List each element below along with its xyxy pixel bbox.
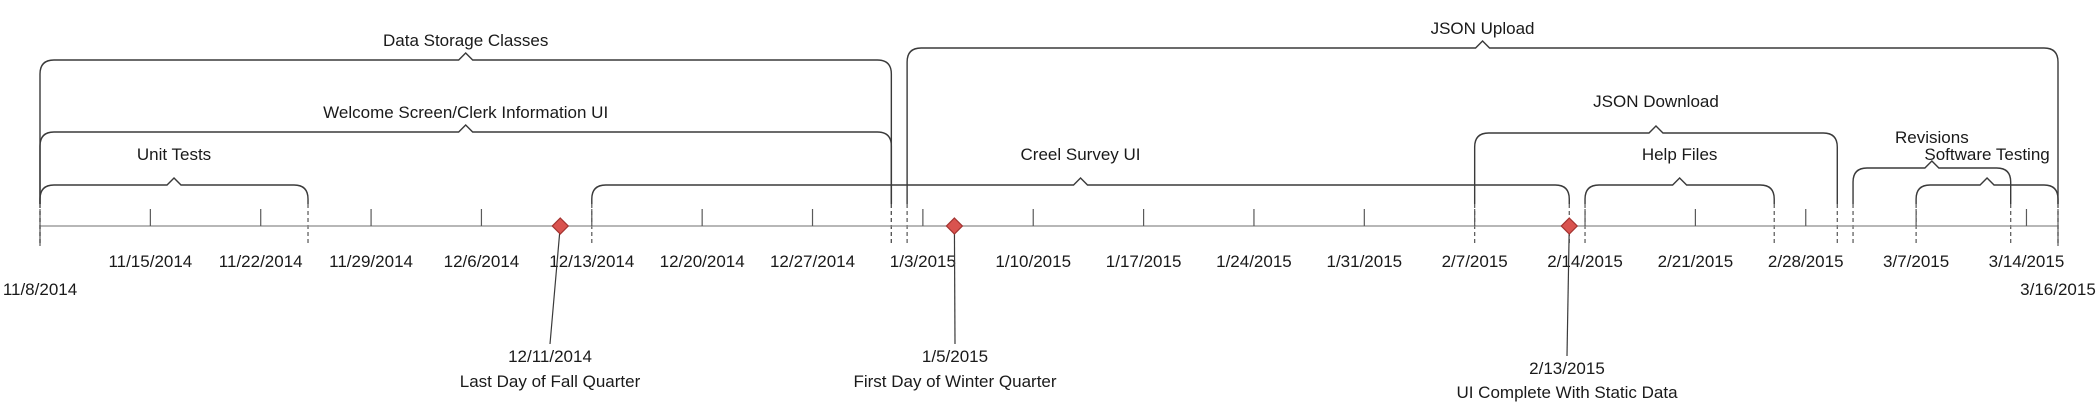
task-bracket [1915, 177, 2059, 204]
date-tick-label: 1/10/2015 [995, 252, 1071, 271]
milestone-diamond [945, 217, 964, 235]
date-tick-label: 12/6/2014 [444, 252, 520, 271]
task-label: Welcome Screen/Clerk Information UI [323, 103, 608, 122]
milestone-diamond [1560, 217, 1579, 235]
date-tick-label: 2/14/2015 [1547, 252, 1623, 271]
milestone-diamond [551, 217, 570, 235]
date-tick-label: 2/7/2015 [1442, 252, 1508, 271]
milestone-callout-line [1566, 225, 1570, 357]
task-bracket [1584, 177, 1775, 204]
date-tick-label: 11/15/2014 [108, 252, 192, 271]
task-bracket [1473, 125, 1838, 204]
milestone-date: 2/13/2015 [1529, 359, 1605, 378]
task-bracket [591, 177, 1570, 204]
task-bracket [39, 124, 893, 204]
date-tick-label: 1/17/2015 [1106, 252, 1182, 271]
task-bracket [39, 52, 893, 204]
date-tick-label: 3/14/2015 [1989, 252, 2065, 271]
milestone-title: Last Day of Fall Quarter [460, 372, 641, 391]
date-tick-label: 3/7/2015 [1883, 252, 1949, 271]
milestone-title: First Day of Winter Quarter [853, 372, 1056, 391]
task-brackets: Data Storage Classes Welcome Screen/Clerk… [39, 19, 2059, 246]
milestone-date: 12/11/2014 [508, 347, 592, 366]
date-tick-label: 12/13/2014 [549, 252, 634, 271]
task-label: Creel Survey UI [1021, 145, 1141, 164]
task-bracket [906, 40, 2059, 204]
end-date-label: 3/16/2015 [2020, 280, 2096, 299]
date-tick-label: 2/28/2015 [1768, 252, 1844, 271]
task-label: Revisions [1895, 128, 1969, 147]
date-tick-label: 11/22/2014 [219, 252, 303, 271]
milestones: 12/11/2014 Last Day of Fall Quarter 1/5/20… [460, 217, 1678, 402]
milestone-callout-line [953, 225, 956, 345]
milestone-title: UI Complete With Static Data [1456, 383, 1678, 402]
date-tick-label: 12/20/2014 [660, 252, 745, 271]
date-tick-label: 2/21/2015 [1658, 252, 1734, 271]
task-label: Unit Tests [137, 145, 211, 164]
date-tick-label: 12/27/2014 [770, 252, 855, 271]
date-tick-label: 11/29/2014 [329, 252, 413, 271]
date-tick-label: 1/31/2015 [1326, 252, 1402, 271]
task-bracket [1852, 160, 2012, 204]
task-label: Data Storage Classes [383, 31, 548, 50]
milestone-date: 1/5/2015 [922, 347, 988, 366]
date-ticks: 11/15/2014 11/22/2014 11/29/2014 12/6/2014 1… [39, 209, 2065, 271]
task-bracket [39, 177, 309, 204]
date-tick-label: 1/24/2015 [1216, 252, 1292, 271]
date-tick-label: 1/3/2015 [890, 252, 956, 271]
milestone-callout-line [549, 225, 561, 345]
task-label: Software Testing [1924, 145, 2049, 164]
task-label: Help Files [1642, 145, 1718, 164]
task-label: JSON Upload [1431, 19, 1535, 38]
start-date-label: 11/8/2014 [3, 280, 77, 299]
task-label: JSON Download [1593, 92, 1719, 111]
